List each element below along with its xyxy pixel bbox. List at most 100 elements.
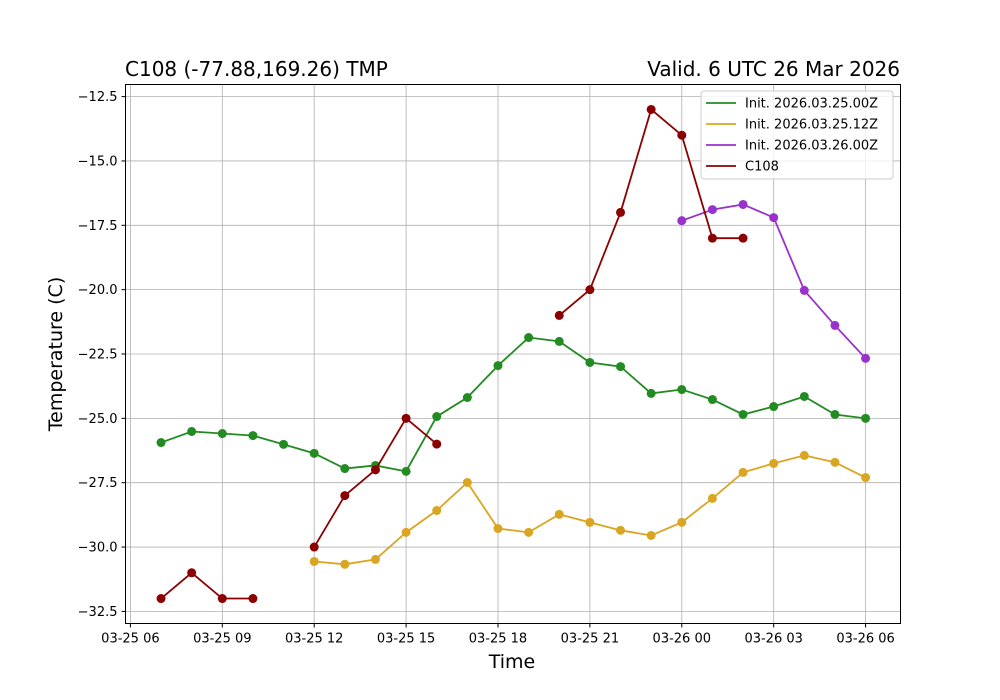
x-tick-label: 03-25 06 (101, 632, 159, 647)
series-line (160, 571, 253, 600)
data-point (554, 336, 564, 346)
data-point (830, 457, 840, 467)
data-point (524, 527, 534, 537)
data-point (707, 205, 717, 215)
data-point (769, 213, 779, 223)
series-0 (156, 333, 871, 476)
x-tick-label: 03-25 15 (377, 632, 435, 647)
legend-box (700, 90, 894, 180)
data-point (616, 362, 626, 372)
legend-label: Init. 2026.03.25.00Z (745, 97, 878, 112)
data-point (432, 506, 442, 516)
data-point (585, 357, 595, 367)
y-axis-label: Temperature (C) (45, 277, 67, 433)
data-point (554, 310, 564, 320)
data-point (217, 429, 227, 439)
x-tick-label: 03-25 21 (561, 632, 619, 647)
data-point (309, 542, 319, 552)
data-point (370, 465, 380, 475)
chart-title-right: Valid. 6 UTC 26 Mar 2026 (647, 57, 900, 81)
data-point (830, 320, 840, 330)
data-point (493, 524, 503, 534)
y-tick-label: −20.0 (78, 283, 118, 298)
x-tick-label: 03-26 06 (836, 632, 894, 647)
data-point (370, 554, 380, 564)
series-2 (677, 199, 871, 363)
data-point (248, 594, 258, 604)
data-point (616, 525, 626, 535)
data-point (738, 233, 748, 243)
series-line (160, 336, 866, 473)
data-point (401, 466, 411, 476)
legend-label: Init. 2026.03.25.12Z (745, 118, 878, 133)
data-point (646, 530, 656, 540)
data-point (462, 393, 472, 403)
y-tick-label: −15.0 (78, 154, 118, 169)
legend: Init. 2026.03.25.00Z Init. 2026.03.25.12Z… (700, 90, 894, 180)
series-layer (156, 104, 871, 604)
data-point (677, 385, 687, 395)
series-3 (156, 104, 748, 604)
x-tick-label: 03-26 03 (744, 632, 802, 647)
y-tick-label: −17.5 (78, 219, 118, 234)
data-point (340, 559, 350, 569)
data-point (156, 594, 166, 604)
x-tick-label: 03-25 18 (469, 632, 527, 647)
data-point (677, 517, 687, 527)
data-point (156, 438, 166, 448)
data-point (309, 556, 319, 566)
data-point (646, 104, 656, 114)
chart-title-left: C108 (-77.88,169.26) TMP (125, 57, 388, 81)
data-point (279, 439, 289, 449)
x-tick-label: 03-25 12 (285, 632, 343, 647)
data-point (187, 426, 197, 436)
data-point (861, 353, 871, 363)
x-tick-label: 03-26 00 (653, 632, 711, 647)
data-point (585, 517, 595, 527)
data-point (217, 594, 227, 604)
data-point (340, 464, 350, 474)
data-point (707, 233, 717, 243)
data-point (799, 450, 809, 460)
ticks: 03-25 06 03-25 09 03-25 12 03-25 15 03-25 18… (78, 90, 895, 646)
data-point (462, 477, 472, 487)
data-point (707, 493, 717, 503)
data-point (646, 388, 656, 398)
data-point (799, 391, 809, 401)
data-point (861, 413, 871, 423)
data-point (677, 216, 687, 226)
data-point (401, 413, 411, 423)
data-point (769, 402, 779, 412)
data-point (769, 458, 779, 468)
data-point (401, 527, 411, 537)
y-tick-label: −27.5 (78, 476, 118, 491)
data-point (738, 199, 748, 209)
legend-label: Init. 2026.03.26.00Z (745, 139, 878, 154)
data-point (738, 467, 748, 477)
series-1 (309, 450, 871, 569)
x-tick-label: 03-25 09 (193, 632, 251, 647)
data-point (738, 409, 748, 419)
data-point (524, 333, 534, 343)
x-axis-label: Time (488, 651, 536, 673)
data-point (554, 509, 564, 519)
legend-label: C108 (745, 160, 779, 175)
data-point (187, 568, 197, 578)
data-point (493, 361, 503, 371)
y-tick-label: −12.5 (78, 90, 118, 105)
data-point (432, 412, 442, 422)
data-point (340, 491, 350, 501)
y-tick-label: −25.0 (78, 412, 118, 427)
data-point (830, 409, 840, 419)
data-point (616, 207, 626, 217)
data-point (432, 439, 442, 449)
data-point (707, 395, 717, 405)
data-point (677, 130, 687, 140)
data-point (861, 473, 871, 483)
y-tick-label: −30.0 (78, 541, 118, 556)
data-point (799, 285, 809, 295)
data-point (248, 431, 258, 441)
y-tick-label: −32.5 (78, 605, 118, 620)
data-point (585, 285, 595, 295)
